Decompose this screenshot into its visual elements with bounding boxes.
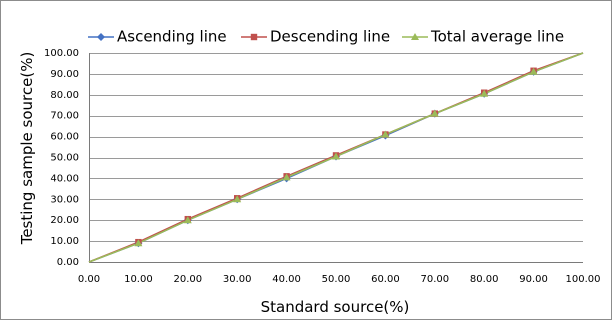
legend-marker-sample [97,33,105,41]
axes [89,53,583,263]
x-tick-label: 70.00 [420,274,449,285]
marker-total-average-line [282,173,291,181]
x-tick-label: 60.00 [371,274,400,285]
legend-item-descending-line: Descending line [241,28,390,46]
x-tick-label: 40.00 [272,274,301,285]
y-tick-labels: 0.00 10.00 20.00 30.00 40.00 50.00 60.00 70.00 8… [44,48,79,268]
marker-total-average-line [381,130,390,138]
marker-total-average-line [233,195,242,203]
y-tick-label: 30.00 [50,194,79,205]
marker-total-average-line [480,89,489,97]
y-tick-label: 60.00 [50,132,79,143]
y-tick-label: 80.00 [50,90,79,101]
x-tick-label: 20.00 [173,274,202,285]
series-markers [134,67,538,248]
x-tick-label: 50.00 [322,274,351,285]
x-tick-label: 90.00 [519,274,548,285]
legend-marker-sample [411,33,419,40]
legend-label: Total average line [430,28,564,46]
marker-total-average-line [332,152,340,160]
y-axis-title: Testing sample source(%) [18,52,36,246]
legend-label: Ascending line [117,28,227,46]
y-tick-label: 90.00 [50,69,79,80]
legend: Ascending line Descending line Total avera… [88,28,564,46]
marker-total-average-line [529,67,538,75]
marker-total-average-line [183,216,192,224]
legend-item-total-average-line: Total average line [402,28,564,46]
x-tick-label: 100.00 [566,274,601,285]
x-axis-title: Standard source(%) [261,298,410,316]
legend-marker-sample [250,33,258,41]
x-tick-labels: 0.00 10.00 20.00 30.00 40.00 50.00 60.00 70.00 8… [78,274,601,285]
x-tick-label: 0.00 [78,274,100,285]
marker-total-average-line [134,239,143,247]
y-tick-label: 40.00 [50,173,79,184]
y-tick-label: 70.00 [50,111,79,122]
y-tick-label: 20.00 [50,215,79,226]
y-tick-label: 100.00 [44,48,79,59]
x-tick-label: 10.00 [124,274,153,285]
x-tick-label: 30.00 [223,274,252,285]
y-tick-label: 50.00 [50,153,79,164]
marker-total-average-line [430,109,439,117]
y-tick-label: 0.00 [57,257,79,268]
legend-label: Descending line [270,28,390,46]
y-tick-label: 10.00 [50,236,79,247]
legend-item-ascending-line: Ascending line [88,28,227,46]
x-tick-label: 80.00 [470,274,499,285]
